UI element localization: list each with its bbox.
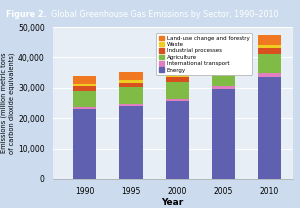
Y-axis label: Emissions (million metric tons
of carbon dioxide equivalents): Emissions (million metric tons of carbon…	[0, 52, 15, 154]
Bar	[212, 68, 235, 86]
Bar	[119, 72, 142, 80]
Bar	[258, 77, 281, 179]
Bar	[258, 35, 281, 45]
Bar	[119, 83, 142, 87]
Legend: Land-use change and forestry, Waste, Industrial processes, Agriculture, Internat: Land-use change and forestry, Waste, Ind…	[156, 33, 252, 75]
Bar	[119, 80, 142, 83]
Bar	[212, 59, 235, 63]
Bar	[119, 87, 142, 104]
Bar	[166, 102, 189, 179]
Bar	[119, 104, 142, 106]
Bar	[119, 106, 142, 179]
Bar	[212, 89, 235, 179]
Bar	[73, 109, 96, 179]
Bar	[166, 99, 189, 102]
Bar	[212, 86, 235, 89]
Bar	[73, 90, 96, 107]
Bar	[212, 63, 235, 68]
Bar	[258, 48, 281, 54]
Bar	[166, 74, 189, 77]
X-axis label: Year: Year	[161, 198, 184, 207]
Bar	[166, 77, 189, 82]
Bar	[258, 45, 281, 48]
Bar	[73, 86, 96, 90]
Bar	[73, 84, 96, 86]
Bar	[73, 107, 96, 109]
Bar	[212, 48, 235, 59]
Text: Global Greenhouse Gas Emissions by Sector, 1990–2010: Global Greenhouse Gas Emissions by Secto…	[46, 10, 279, 19]
Bar	[258, 54, 281, 73]
Bar	[73, 76, 96, 84]
Text: Figure 2.: Figure 2.	[6, 10, 46, 19]
Bar	[166, 67, 189, 74]
Bar	[258, 73, 281, 77]
Bar	[166, 82, 189, 99]
